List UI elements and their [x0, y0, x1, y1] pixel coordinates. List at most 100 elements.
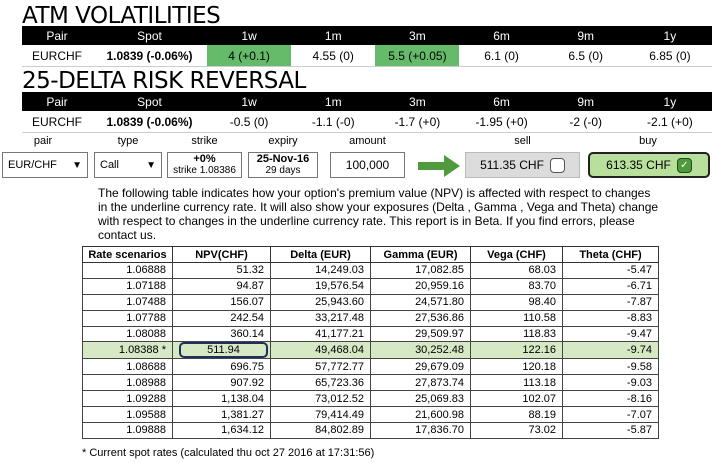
rr-cell-6m: -1.95 (+0) [459, 111, 544, 133]
value-cell: 21,600.98 [370, 406, 471, 424]
column-header: Gamma (EUR) [370, 246, 471, 263]
table-row: 1.08088 360.14 41,177.21 29,509.97 118.83 -9.… [82, 325, 659, 343]
expiry-days: 29 days [265, 165, 301, 176]
column-header: 1w [207, 26, 292, 45]
value-cell: -9.58 [562, 358, 659, 376]
value-cell: -9.74 [562, 341, 659, 360]
value-cell: 73.02 [470, 422, 563, 439]
value-cell: 24,571.80 [370, 293, 471, 311]
vol-cell-1w: 4 (+0.1) [207, 45, 292, 67]
risk-reversal-table: Pair Spot 1w 1m 3m 6m 9m 1y EURCHF 1.083… [22, 92, 712, 133]
strike-value: strike 1.08386 [173, 165, 236, 176]
table-row: EURCHF 1.0839 (-0.06%) 4 (+0.1) 4.55 (0)… [22, 45, 712, 67]
expiry-field[interactable]: 25-Nov-16 29 days [248, 152, 318, 178]
column-header: 6m [459, 92, 544, 111]
value-cell: 29,509.97 [370, 325, 471, 343]
table-row: 1.08988 907.92 65,723.36 27,873.74 113.18 -9.… [82, 374, 659, 392]
footnote: * Current spot rates (calculated thu oct… [82, 447, 375, 459]
sell-price: 511.35 CHF [480, 158, 544, 172]
buy-label: buy [639, 135, 657, 147]
value-cell: -7.87 [562, 293, 659, 311]
column-header: Rate scenarios [82, 246, 173, 263]
value-cell: 1,634.12 [172, 422, 271, 439]
rate-scenario-cell: 1.09888 [82, 422, 173, 439]
column-header: 1m [291, 92, 376, 111]
rr-cell-3m: -1.7 (+0) [375, 111, 460, 133]
rate-scenario-cell: 1.08088 [82, 325, 173, 343]
rr-cell-9m: -2 (-0) [543, 111, 628, 133]
table-row: 1.08388 * 511.94 49,468.04 30,252.48 122.16-… [82, 341, 659, 360]
right-arrow-icon [418, 155, 460, 177]
value-cell: -7.07 [562, 406, 659, 424]
value-cell: 27,873.74 [370, 374, 471, 392]
value-cell: 41,177.21 [270, 325, 371, 343]
report-description: The following table indicates how your o… [98, 186, 659, 242]
rate-scenario-cell: 1.08688 [82, 358, 173, 376]
value-cell: 19,576.54 [270, 277, 371, 295]
atm-volatilities-title: ATM VOLATILITIES [22, 3, 221, 29]
value-cell: -5.47 [562, 262, 659, 279]
value-cell: 84,802.89 [270, 422, 371, 439]
table-row: 1.08688 696.75 57,772.77 29,679.09 120.18 -9.… [82, 358, 659, 376]
type-label: type [117, 135, 139, 147]
column-header: 3m [375, 92, 460, 111]
value-cell: -5.87 [562, 422, 659, 439]
value-cell: -8.83 [562, 309, 659, 327]
value-cell: 20,959.16 [370, 277, 471, 295]
buy-button[interactable]: 613.35 CHF ✓ [588, 152, 710, 178]
value-cell: 25,069.83 [370, 390, 471, 408]
vol-cell-3m: 5.5 (+0.05) [375, 45, 460, 67]
column-header: Spot [92, 26, 207, 45]
value-cell: 29,679.09 [370, 358, 471, 376]
type-select[interactable]: Call ▼ [94, 152, 162, 178]
value-cell: 102.07 [470, 390, 563, 408]
rate-scenario-cell: 1.07188 [82, 277, 173, 295]
value-cell: -9.03 [562, 374, 659, 392]
pair-label: pair [33, 135, 53, 147]
value-cell: -8.16 [562, 390, 659, 408]
value-cell: 51.32 [172, 262, 271, 279]
rr-cell-1w: -0.5 (0) [207, 111, 292, 133]
value-cell: 242.54 [172, 309, 271, 327]
rate-scenario-cell: 1.09288 [82, 390, 173, 408]
column-header: Theta (CHF) [562, 246, 659, 263]
value-cell: 65,723.36 [270, 374, 371, 392]
pair-select-value: EUR/CHF [8, 159, 57, 171]
value-cell: 33,217.48 [270, 309, 371, 327]
value-cell: 49,468.04 [270, 341, 371, 360]
rate-scenarios-table: Rate scenarios NPV(CHF) Delta (EUR) Gamm… [82, 246, 659, 439]
value-cell: 79,414.49 [270, 406, 371, 424]
table-header-row: Pair Spot 1w 1m 3m 6m 9m 1y [22, 92, 712, 111]
column-header: 9m [543, 92, 628, 111]
expiry-date: 25-Nov-16 [256, 153, 310, 165]
value-cell: -9.47 [562, 325, 659, 343]
value-cell: 1,381.27 [172, 406, 271, 424]
pair-cell: EURCHF [22, 111, 92, 133]
strike-field[interactable]: +0% strike 1.08386 [167, 152, 242, 178]
amount-label: amount [349, 135, 386, 147]
column-header: 1y [627, 26, 712, 45]
pair-select[interactable]: EUR/CHF ▼ [2, 152, 88, 178]
amount-value: 100,000 [345, 158, 390, 172]
expiry-label: expiry [268, 135, 298, 147]
table-row: 1.09888 1,634.12 84,802.89 17,836.70 73.02 -5… [82, 422, 659, 439]
buy-checkmark-icon: ✓ [676, 157, 692, 173]
column-header: 1m [291, 26, 376, 45]
column-header: Spot [92, 92, 207, 111]
column-header: Pair [22, 92, 92, 111]
value-cell: 30,252.48 [370, 341, 471, 360]
strike-percent: +0% [193, 153, 216, 165]
table-row: 1.07488 156.07 25,943.60 24,571.80 98.40 -7.8… [82, 293, 659, 311]
sell-button[interactable]: 511.35 CHF [465, 152, 580, 178]
vol-cell-6m: 6.1 (0) [459, 45, 544, 67]
value-cell: 83.70 [470, 277, 563, 295]
value-cell: 118.83 [470, 325, 563, 343]
value-cell: 27,536.86 [370, 309, 471, 327]
amount-input[interactable]: 100,000 [330, 152, 405, 178]
value-cell: 696.75 [172, 358, 271, 376]
value-cell: 122.16 [470, 341, 563, 360]
vol-cell-1m: 4.55 (0) [291, 45, 376, 67]
column-header: 6m [459, 26, 544, 45]
rate-scenario-cell: 1.06888 [82, 262, 173, 279]
value-cell: 94.87 [172, 277, 271, 295]
